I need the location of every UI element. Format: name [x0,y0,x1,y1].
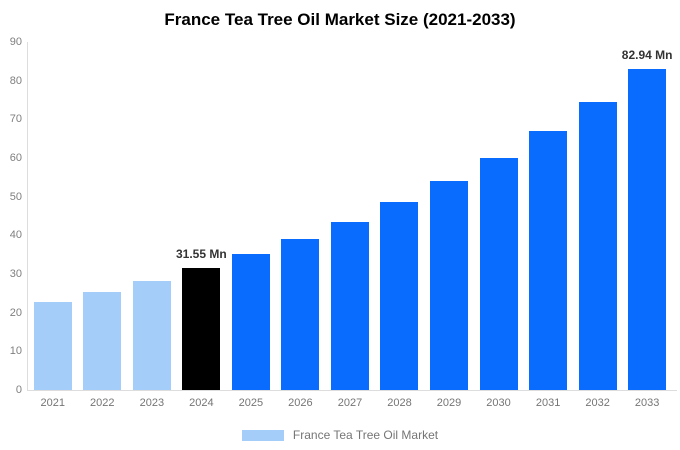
bar-value-label-2033: 82.94 Mn [621,48,673,63]
bar-2023[interactable] [132,280,171,390]
bar-slot-2029: 2029 [424,42,474,409]
bar-2031[interactable] [529,131,568,390]
bar-2021[interactable] [33,301,72,390]
x-tick-label-2022: 2022 [90,397,115,409]
bar-2024[interactable] [182,268,221,390]
x-tick-label-2031: 2031 [535,397,561,409]
bar-2030[interactable] [479,157,518,390]
x-tick-label-2021: 2021 [40,397,66,409]
legend-swatch [241,429,284,441]
bar-slot-2021: 2021 [28,42,78,409]
bar-slot-2031: 2031 [523,42,573,409]
y-axis-line [27,42,28,390]
x-tick-label-2033: 2033 [634,397,660,409]
x-tick-label-2029: 2029 [436,397,462,409]
bar-2028[interactable] [380,202,419,390]
x-tick-label-2023: 2023 [139,397,165,409]
bar-slot-2026: 2026 [276,42,326,409]
x-tick-label-2025: 2025 [238,397,264,409]
bar-slot-2032: 2032 [573,42,623,409]
x-axis-line [27,390,677,391]
bar-slot-2028: 2028 [375,42,425,409]
bar-2029[interactable] [430,181,469,390]
x-tick-label-2030: 2030 [486,397,511,409]
plot-area: 0 10 20 30 40 50 60 70 80 90 2021 2022 2023 31.55 Mn… [10,36,677,409]
bar-slot-2030: 2030 [474,42,524,409]
bars-group: 2021 2022 2023 31.55 Mn 2024 2025 2026 2027 2028… [28,42,673,409]
y-tick-label-80: 80 [9,74,22,87]
bar-2033[interactable] [628,69,667,390]
bar-slot-2025: 2025 [226,42,276,409]
y-tick-label-50: 50 [9,190,22,203]
y-tick-label-40: 40 [9,229,22,242]
bar-2027[interactable] [330,221,369,390]
x-tick-label-2024: 2024 [189,397,214,409]
bar-slot-2027: 2027 [325,42,375,409]
bar-slot-2033: 82.94 Mn 2033 [622,42,673,409]
x-tick-label-2028: 2028 [387,397,412,409]
y-tick-label-30: 30 [9,268,22,280]
legend-label: France Tea Tree Oil Market [292,428,439,442]
bar-slot-2024: 31.55 Mn 2024 [176,42,227,409]
bar-slot-2022: 2022 [78,42,128,409]
bar-2032[interactable] [578,101,617,390]
y-tick-label-90: 90 [9,36,22,48]
bar-2026[interactable] [281,238,320,390]
bar-2025[interactable] [231,254,270,390]
y-tick-label-0: 0 [15,384,22,396]
y-tick-label-10: 10 [9,345,22,358]
bar-slot-2023: 2023 [127,42,177,409]
x-tick-label-2026: 2026 [288,397,313,409]
x-tick-label-2032: 2032 [585,397,610,409]
y-tick-label-70: 70 [9,113,22,126]
bar-2022[interactable] [83,291,122,390]
chart-title: France Tea Tree Oil Market Size (2021-20… [164,10,516,29]
legend-item[interactable]: France Tea Tree Oil Market [0,428,680,442]
y-tick-label-20: 20 [9,306,22,319]
y-tick-label-60: 60 [9,152,22,164]
bar-value-label-2024: 31.55 Mn [176,247,227,262]
x-tick-label-2027: 2027 [337,397,363,409]
